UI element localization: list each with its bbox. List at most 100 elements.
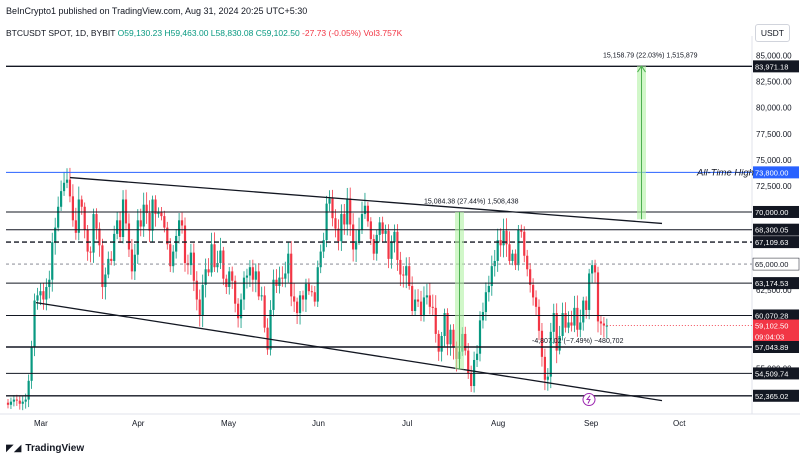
candle-body <box>54 227 57 243</box>
candle-body <box>71 196 74 221</box>
price-tag <box>753 319 799 332</box>
x-tick-label: Jun <box>312 419 325 428</box>
price-tag <box>753 367 799 380</box>
candle-body <box>496 240 499 261</box>
candle-body <box>269 309 272 350</box>
brand-label: TradingView <box>25 443 85 454</box>
candle-body <box>467 350 470 374</box>
candle-body <box>529 269 532 285</box>
candle-body <box>62 182 66 192</box>
candle-body <box>431 306 434 308</box>
candle-body <box>304 283 308 300</box>
candle-body <box>582 300 585 323</box>
channel-upper-line <box>69 176 663 225</box>
candle-body <box>163 216 166 228</box>
candle-body <box>337 228 340 242</box>
candle-body <box>602 323 605 326</box>
candle-body <box>464 333 467 351</box>
candle-body <box>543 356 546 380</box>
candle-body <box>508 244 511 261</box>
candle-body <box>121 199 125 237</box>
candle-body <box>596 272 600 322</box>
candle-body <box>440 336 443 352</box>
price-tag <box>753 389 799 402</box>
candle-body <box>293 296 296 302</box>
candle-body <box>434 307 437 334</box>
candle-body <box>192 252 195 281</box>
candle-body <box>216 263 219 268</box>
candle-body <box>505 230 508 245</box>
candle-body <box>591 265 594 274</box>
candle-body <box>154 199 157 215</box>
candle-body <box>231 271 234 281</box>
candle-body <box>352 224 355 250</box>
candle-body <box>136 220 139 255</box>
price-tag-label: 09:04:03 <box>755 333 784 342</box>
candle-body <box>564 313 567 328</box>
candle-body <box>116 220 119 234</box>
candle-body <box>475 353 479 360</box>
price-tag <box>753 330 799 343</box>
currency-button[interactable]: USDT <box>754 24 790 42</box>
x-tick-label: Oct <box>673 419 686 428</box>
price-tag <box>753 236 799 249</box>
candle-body <box>567 322 570 328</box>
symbol-ohlc-line: BTCUSDT SPOT, 1D, BYBIT O59,130.23 H59,4… <box>6 28 402 38</box>
candle-body <box>242 277 246 300</box>
candle-body <box>77 199 80 233</box>
candle-body <box>428 295 431 307</box>
candle-body <box>378 222 381 235</box>
price-tag-label: 70,000.00 <box>755 208 788 217</box>
candle-body <box>375 234 378 254</box>
price-tag <box>753 341 799 354</box>
price-tag-label: 57,043.89 <box>755 343 788 352</box>
candle-body <box>278 277 281 286</box>
candle-body <box>130 249 133 272</box>
candle-body <box>175 235 178 252</box>
candle-body <box>113 233 116 261</box>
candle-body <box>95 214 98 229</box>
candle-body <box>363 205 367 215</box>
candle-body <box>207 269 210 273</box>
candle-body <box>83 206 86 230</box>
candle-body <box>239 299 243 319</box>
candle-body <box>484 292 487 313</box>
candle-body <box>526 255 529 270</box>
candle-body <box>169 244 172 267</box>
candle-body <box>142 204 145 227</box>
candle-body <box>65 179 69 183</box>
candle-body <box>570 322 573 326</box>
candle-body <box>172 251 175 267</box>
candle-body <box>45 287 48 300</box>
candle-body <box>42 291 45 300</box>
candle-body <box>24 399 27 402</box>
candle-body <box>30 347 33 381</box>
candle-body <box>322 240 325 252</box>
measure-annotation: -4,807.02 (−7.49%) −480,702 <box>532 338 624 345</box>
candle-body <box>133 254 136 272</box>
candle-body <box>316 267 319 302</box>
price-tag <box>753 205 799 218</box>
candle-body <box>86 229 89 252</box>
candle-body <box>101 245 104 288</box>
candle-body <box>490 266 493 286</box>
candle-body <box>393 231 396 243</box>
candle-body <box>263 295 266 328</box>
candle-body <box>346 198 349 225</box>
candle-body <box>425 295 428 298</box>
candle-body <box>369 221 372 240</box>
candle-body <box>452 329 455 348</box>
y-tick-label: 82,500.00 <box>756 78 792 87</box>
candle-body <box>340 214 343 242</box>
candle-body <box>588 273 591 310</box>
price-tag-label: 54,509.74 <box>755 369 788 378</box>
candle-body <box>110 258 113 261</box>
candle-body <box>419 301 423 316</box>
candle-body <box>319 251 322 268</box>
candle-body <box>21 401 24 404</box>
candle-body <box>127 223 131 250</box>
candle-body <box>561 313 564 336</box>
candle-body <box>6 402 10 405</box>
tradingview-brand: ◤◢ TradingView <box>6 443 84 454</box>
